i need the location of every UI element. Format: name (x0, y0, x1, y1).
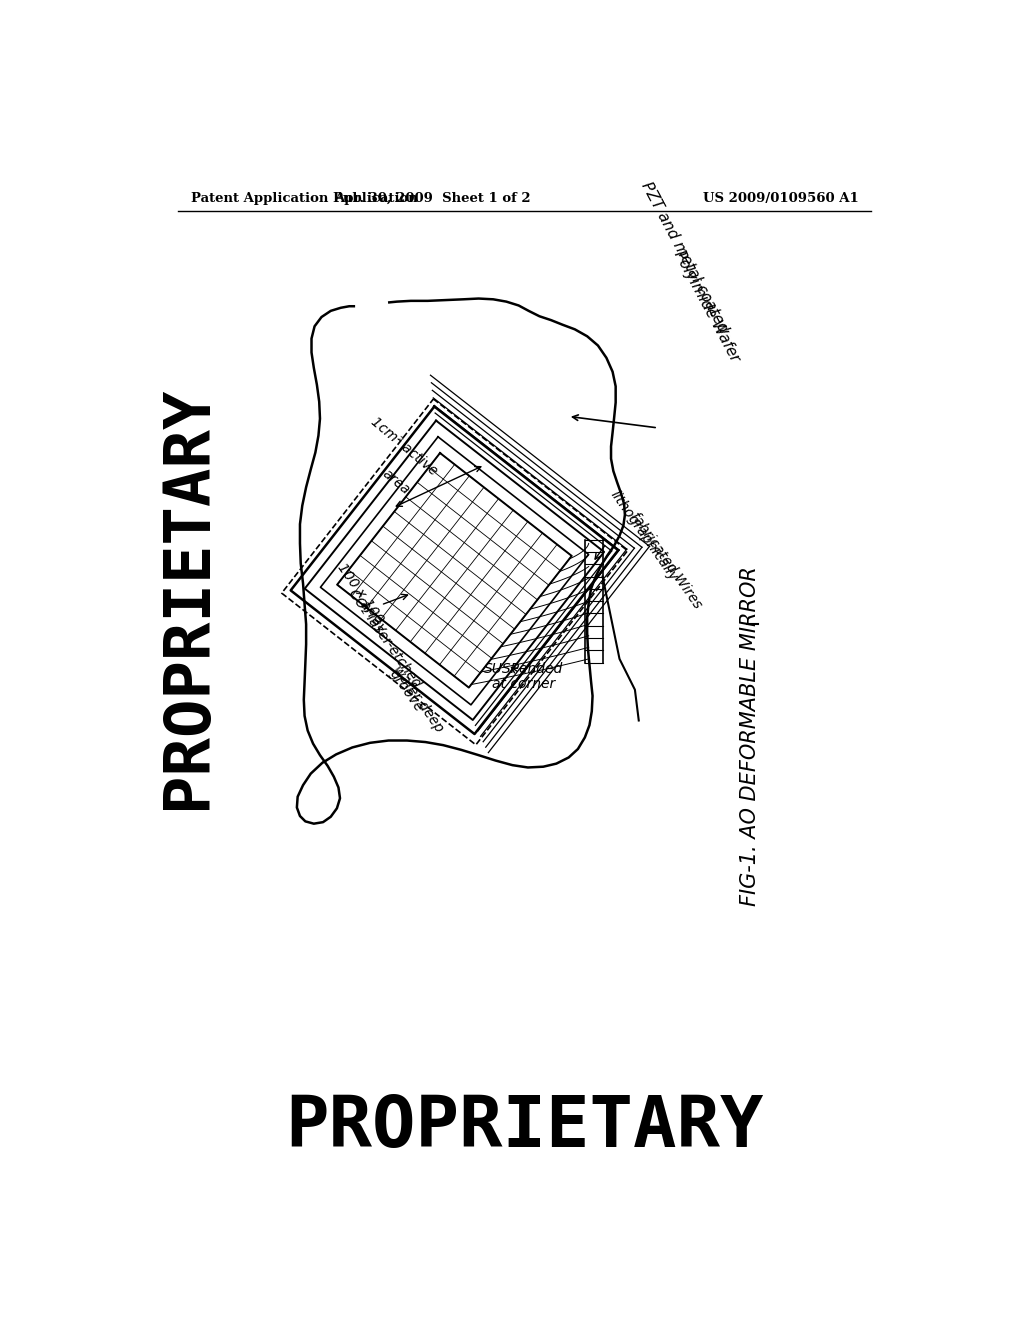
Text: area: area (380, 466, 413, 498)
Text: fabricated Wires: fabricated Wires (628, 510, 705, 611)
Text: PZT and metal coated: PZT and metal coated (639, 180, 731, 335)
Text: 1cm² active: 1cm² active (368, 414, 440, 478)
Text: Patent Application Publication: Patent Application Publication (190, 191, 418, 205)
Text: PROPRIETARY: PROPRIETARY (158, 385, 219, 809)
Text: groove: groove (387, 667, 426, 714)
Text: 100 x 100: 100 x 100 (334, 561, 386, 626)
Text: lithographically: lithographically (608, 488, 681, 583)
Text: array: array (356, 598, 389, 636)
Text: at corner: at corner (492, 677, 555, 692)
Text: FIG-1. AO DEFORMABLE MIRROR: FIG-1. AO DEFORMABLE MIRROR (740, 566, 761, 906)
Text: SUSPended: SUSPended (483, 661, 563, 676)
Text: wafer deep: wafer deep (390, 663, 446, 734)
Text: CO₂ laser-etched: CO₂ laser-etched (345, 586, 424, 689)
Text: Apr. 30, 2009  Sheet 1 of 2: Apr. 30, 2009 Sheet 1 of 2 (334, 191, 530, 205)
Text: US 2009/0109560 A1: US 2009/0109560 A1 (703, 191, 859, 205)
Text: Polyimide Wafer: Polyimide Wafer (671, 248, 742, 364)
Text: PROPRIETARY: PROPRIETARY (286, 1093, 764, 1162)
